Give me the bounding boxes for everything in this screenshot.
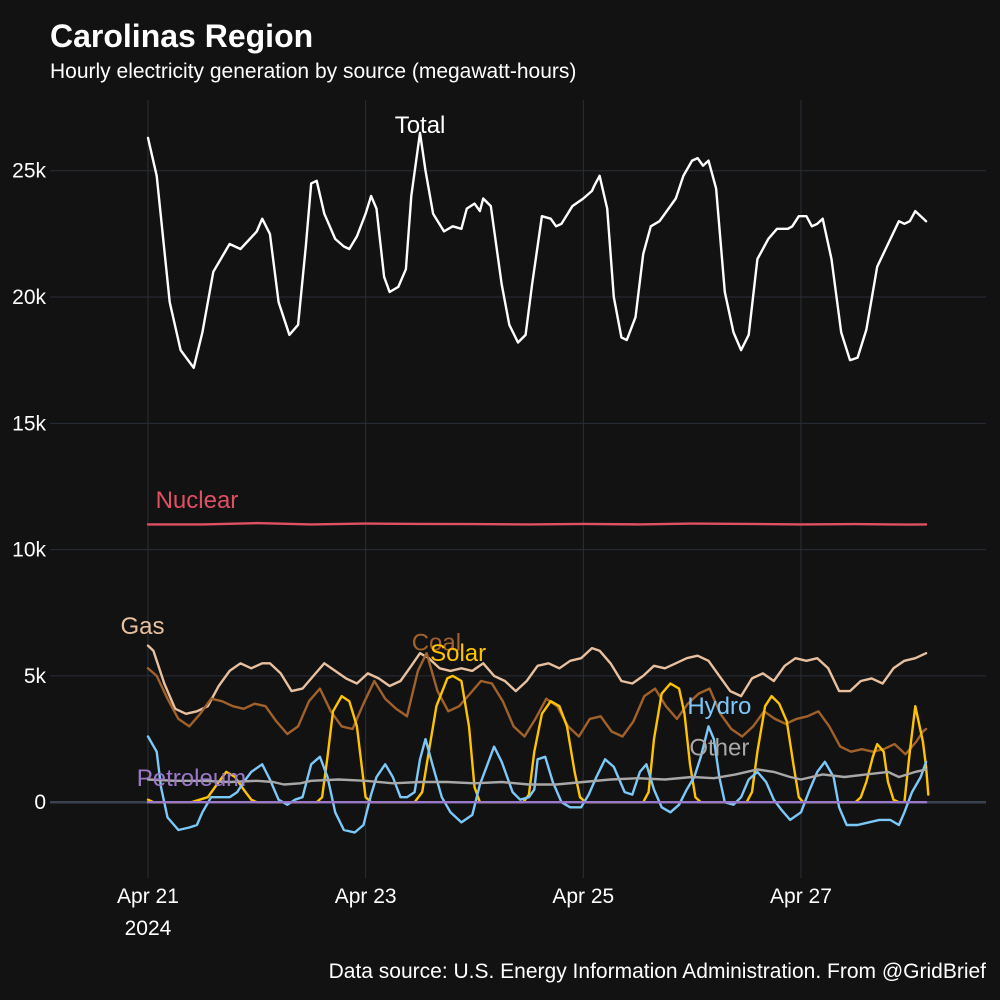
series-label-nuclear: Nuclear (156, 487, 239, 514)
x-tick-label: Apr 23 (335, 885, 397, 908)
series-line-gas (146, 644, 928, 715)
x-tick-sublabel: 2024 (125, 917, 172, 940)
series-line-solar (146, 674, 930, 804)
series-label-petroleum: Petroleum (137, 765, 246, 792)
y-tick-label: 5k (24, 665, 47, 688)
series-line-nuclear (146, 521, 928, 526)
y-tick-label: 15k (12, 412, 46, 435)
series-label-gas: Gas (121, 613, 165, 640)
series-label-other: Other (689, 734, 749, 761)
y-tick-label: 20k (12, 286, 46, 309)
data-source-caption: Data source: U.S. Energy Information Adm… (328, 960, 986, 983)
y-tick-label: 10k (12, 539, 46, 562)
x-tick-label: Apr 27 (770, 885, 832, 908)
series-label-solar: Solar (430, 640, 486, 667)
x-tick-label: Apr 25 (552, 885, 614, 908)
series-line-hydro (146, 725, 928, 834)
axis-labels: 0 5k 10k 15k 20k 25k Apr 21 2024 Apr 23 Apr 25 Apr… (12, 160, 832, 940)
x-tick-label: Apr 21 (117, 885, 179, 908)
series-line-coal (146, 652, 928, 756)
series-label-coal: Coal (412, 630, 461, 657)
series-lines (146, 131, 930, 834)
series-label-hydro: Hydro (687, 693, 751, 720)
y-tick-label: 0 (34, 791, 46, 814)
series-line-other (146, 768, 928, 786)
y-tick-label: 25k (12, 160, 46, 183)
series-line-total (146, 131, 928, 369)
series-label-total: Total (395, 112, 446, 139)
chart-subtitle: Hourly electricity generation by source … (50, 60, 577, 83)
chart-title: Carolinas Region (50, 18, 314, 54)
